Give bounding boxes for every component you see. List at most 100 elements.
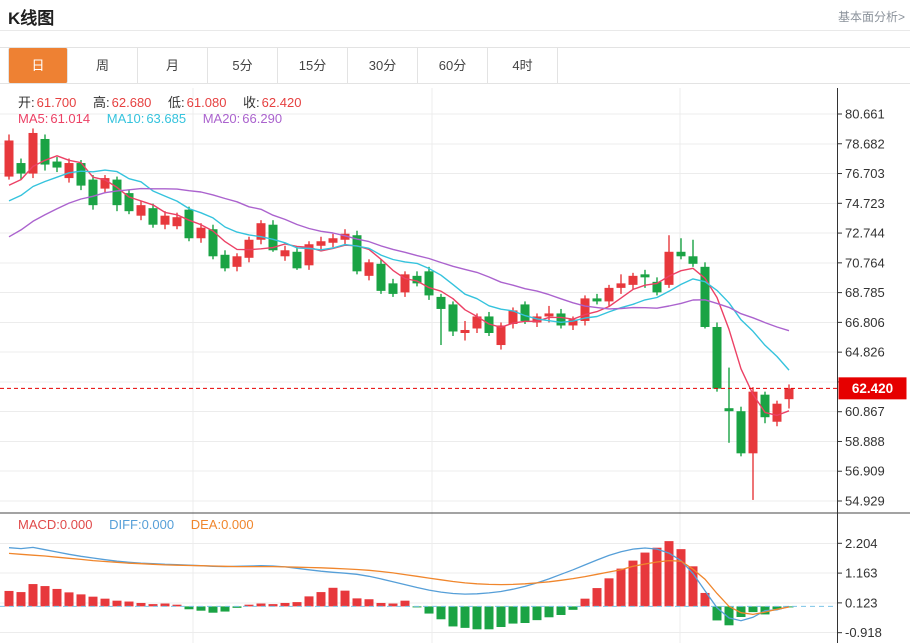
- candle-body: [340, 233, 350, 240]
- candle-body: [184, 209, 194, 239]
- macd-bar: [40, 586, 50, 607]
- candle-body: [436, 296, 446, 309]
- macd-bar: [4, 590, 14, 607]
- fundamental-analysis-link[interactable]: 基本面分析>: [837, 10, 905, 24]
- macd-bar: [460, 606, 470, 628]
- candle-body: [580, 298, 590, 321]
- last-price-badge-text: 62.420: [852, 381, 893, 396]
- tab-30分[interactable]: 30分: [348, 48, 418, 83]
- axis-label: 78.682: [845, 136, 885, 151]
- candle-body: [628, 275, 638, 285]
- candle-body: [784, 388, 794, 400]
- macd-bar: [628, 560, 638, 607]
- tab-15分[interactable]: 15分: [278, 48, 348, 83]
- macd-bar: [304, 596, 314, 607]
- tab-周[interactable]: 周: [68, 48, 138, 83]
- candle-body: [772, 403, 782, 422]
- candle-body: [52, 161, 62, 168]
- macd-bar: [328, 587, 338, 607]
- axis-label: 72.744: [845, 226, 885, 241]
- candle-body: [424, 271, 434, 296]
- macd-bar: [724, 606, 734, 626]
- candle-body: [256, 223, 266, 240]
- candle-body: [520, 304, 530, 321]
- macd-bar: [64, 592, 74, 607]
- candle-body: [664, 251, 674, 285]
- tab-月[interactable]: 月: [138, 48, 208, 83]
- candle-body: [172, 217, 182, 227]
- axis-label: 64.826: [845, 345, 885, 360]
- y-axis-labels: 80.661 78.682 76.703 74.723 72.744 70.764 68.7…: [837, 107, 885, 640]
- macd-bar: [652, 547, 662, 607]
- macd-bar: [52, 588, 62, 607]
- macd-bar: [388, 603, 398, 607]
- macd-bar: [424, 606, 434, 614]
- period-tabbar: 日周月 5分 15分 30分 60分 4时: [0, 47, 910, 84]
- macd-bar: [148, 604, 158, 607]
- kline-chart[interactable]: 80.661 78.682 76.703 74.723 72.744 70.764 68.7…: [0, 88, 910, 643]
- tab-4时[interactable]: 4时: [488, 48, 558, 83]
- candle-body: [232, 256, 242, 267]
- candle-body: [448, 304, 458, 332]
- candle-body: [604, 287, 614, 302]
- page-title: K线图: [8, 9, 55, 28]
- tab-60分[interactable]: 60分: [418, 48, 488, 83]
- dea-line: [8, 552, 790, 616]
- candle-body: [700, 266, 710, 327]
- macd-bar: [700, 592, 710, 607]
- macd-bar: [544, 606, 554, 618]
- candle-body: [136, 205, 146, 216]
- candle-body: [412, 275, 422, 284]
- macd-bar: [136, 602, 146, 607]
- candle-body: [568, 319, 578, 326]
- axis-label: 80.661: [845, 107, 885, 122]
- axis-label: 54.929: [845, 494, 885, 509]
- axis-label: 60.867: [845, 404, 885, 419]
- macd-bar: [736, 606, 746, 617]
- candle-body: [28, 132, 38, 174]
- macd-bar: [196, 606, 206, 611]
- candle-body: [352, 235, 362, 272]
- last-price-badge: [838, 377, 907, 400]
- macd-bar: [184, 606, 194, 610]
- macd-bar: [604, 578, 614, 607]
- macd-bar: [160, 603, 170, 607]
- candle-body: [544, 313, 554, 317]
- macd-bar: [256, 603, 266, 607]
- macd-bar: [76, 594, 86, 607]
- macd-bar: [172, 604, 182, 607]
- axis-label: 76.703: [845, 166, 885, 181]
- macd-bar: [16, 592, 26, 607]
- axis-label: 58.888: [845, 434, 885, 449]
- macd-bar: [676, 549, 686, 607]
- candle-body: [160, 215, 170, 225]
- tab-日[interactable]: 日: [8, 48, 68, 83]
- macd-bar: [292, 602, 302, 607]
- tab-5分[interactable]: 5分: [208, 48, 278, 83]
- axis-label: -0.918: [845, 625, 882, 640]
- candle-body: [592, 298, 602, 302]
- candle-body: [388, 283, 398, 294]
- candle-body: [196, 227, 206, 239]
- macd-bar: [592, 588, 602, 607]
- ma10-line: [8, 169, 790, 371]
- candle-body: [316, 241, 326, 246]
- macd-bar: [448, 606, 458, 627]
- candle-body: [460, 329, 470, 333]
- candle-body: [88, 179, 98, 206]
- candle-body: [640, 274, 650, 278]
- axis-label: 1.163: [845, 566, 878, 581]
- candle-body: [328, 238, 338, 243]
- candle-body: [676, 251, 686, 257]
- macd-bar: [712, 606, 722, 621]
- macd-series: [0, 541, 837, 630]
- candle-body: [76, 163, 86, 186]
- candle-body: [220, 254, 230, 269]
- axis-label: 68.785: [845, 285, 885, 300]
- macd-bar: [616, 568, 626, 607]
- macd-bar: [436, 606, 446, 620]
- macd-bar: [352, 598, 362, 607]
- macd-bar: [520, 606, 530, 624]
- ma20-line: [8, 187, 790, 332]
